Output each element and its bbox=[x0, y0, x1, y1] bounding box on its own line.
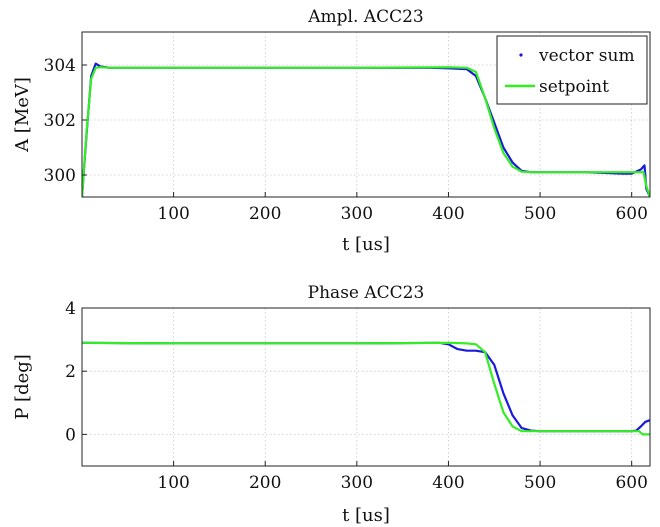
y-tick-label: 304 bbox=[44, 56, 76, 76]
y-tick-label: 302 bbox=[44, 111, 76, 131]
y-axis-label: A [MeV] bbox=[12, 77, 33, 153]
x-tick-label: 500 bbox=[524, 473, 556, 493]
series-line-setpoint bbox=[82, 341, 650, 436]
legend-label-setpoint: setpoint bbox=[539, 77, 609, 97]
legend-box bbox=[496, 35, 648, 105]
legend-label-vector-sum: vector sum bbox=[538, 46, 635, 66]
series-line-vector-sum bbox=[82, 341, 650, 433]
x-tick-label: 300 bbox=[341, 473, 373, 493]
chart-title: Ampl. ACC23 bbox=[307, 7, 423, 27]
y-tick-label: 2 bbox=[65, 362, 76, 382]
chart-title: Phase ACC23 bbox=[308, 283, 425, 303]
x-tick-label: 200 bbox=[249, 473, 281, 493]
y-axis-label: P [deg] bbox=[12, 354, 33, 420]
plot-frame bbox=[81, 307, 651, 467]
x-tick-label: 600 bbox=[615, 473, 647, 493]
amplitude-chart: 100 200 300 400 500 600 300 302 304 Ampl. ACC23 t … bbox=[12, 7, 651, 255]
series-group bbox=[82, 341, 650, 436]
phase-chart: 100 200 300 400 500 600 0 2 4 Phase ACC23 t [us] P … bbox=[12, 283, 651, 526]
y-tick-label: 300 bbox=[44, 166, 76, 186]
x-tick-label: 200 bbox=[249, 204, 281, 224]
x-axis-label: t [us] bbox=[342, 234, 390, 255]
x-tick-label: 100 bbox=[157, 473, 189, 493]
y-tick-label: 4 bbox=[65, 299, 76, 319]
x-axis-label: t [us] bbox=[342, 505, 390, 526]
x-tick-label: 300 bbox=[341, 204, 373, 224]
x-tick-label: 500 bbox=[524, 204, 556, 224]
series-line-setpoint bbox=[82, 66, 650, 197]
legend-marker-vector-sum bbox=[519, 53, 523, 57]
y-tick-label: 0 bbox=[65, 425, 76, 445]
x-tick-label: 600 bbox=[615, 204, 647, 224]
x-tick-label: 400 bbox=[432, 473, 464, 493]
series-group bbox=[82, 62, 650, 197]
x-tick-label: 100 bbox=[157, 204, 189, 224]
x-tick-label: 400 bbox=[432, 204, 464, 224]
plot-frame bbox=[81, 31, 651, 198]
